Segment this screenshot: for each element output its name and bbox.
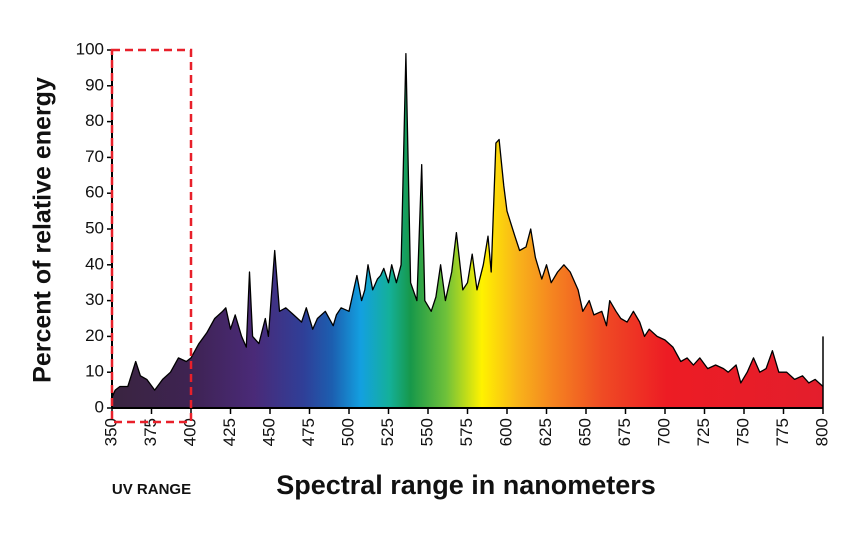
x-tick-label: 375 [141, 418, 160, 446]
y-tick-label: 80 [85, 111, 104, 130]
spectrum-area [112, 53, 823, 408]
x-tick-label: 500 [338, 418, 357, 446]
y-axis-title: Percent of relative energy [29, 77, 57, 383]
x-tick-label: 650 [575, 418, 594, 446]
x-tick-label: 675 [615, 418, 634, 446]
y-tick-label: 100 [76, 39, 104, 58]
x-tick-label: 575 [457, 418, 476, 446]
spectrum-line [111, 52, 824, 398]
x-tick-label: 600 [496, 418, 515, 446]
y-tick-label: 60 [85, 183, 104, 202]
x-tick-label: 350 [101, 418, 120, 446]
x-axis-title: Spectral range in nanometers [276, 470, 656, 500]
y-tick-label: 0 [95, 397, 104, 416]
y-tick-label: 40 [85, 254, 104, 273]
uv-range-label: UV RANGE [112, 481, 191, 498]
x-tick-label: 525 [378, 418, 397, 446]
y-tick-label: 10 [85, 362, 104, 381]
x-tick-label: 750 [733, 418, 752, 446]
y-tick-label: 20 [85, 326, 104, 345]
x-tick-label: 775 [773, 418, 792, 446]
x-tick-label: 700 [654, 418, 673, 446]
x-tick-label: 425 [220, 418, 239, 446]
x-tick-label: 450 [259, 418, 278, 446]
x-tick-label: 550 [417, 418, 436, 446]
y-tick-label: 70 [85, 147, 104, 166]
x-tick-label: 475 [299, 418, 318, 446]
uv-range-box [110, 48, 193, 424]
y-tick-label: 90 [85, 75, 104, 94]
y-tick-label: 50 [85, 218, 104, 237]
x-tick-label: 800 [812, 418, 831, 446]
x-tick-label: 400 [180, 418, 199, 446]
x-tick-label: 725 [694, 418, 713, 446]
y-tick-label: 30 [85, 290, 104, 309]
x-tick-label: 625 [536, 418, 555, 446]
